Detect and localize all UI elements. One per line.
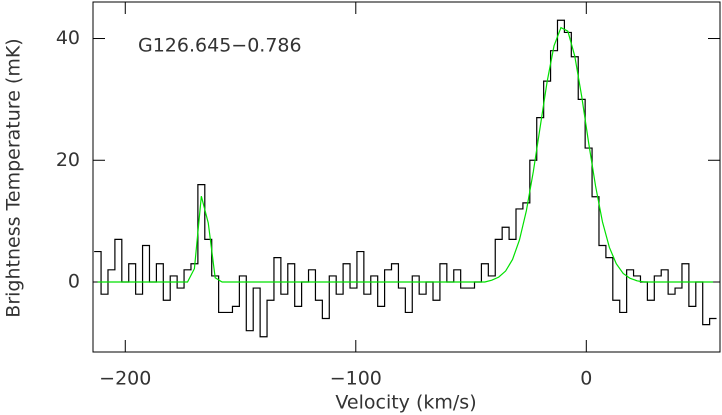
fit-line <box>97 26 714 283</box>
y-axis-title: Brightness Temperature (mK) <box>3 38 25 317</box>
y-tick-label: 40 <box>56 27 80 49</box>
x-tick-label: −200 <box>99 368 151 390</box>
spectrum <box>94 19 717 338</box>
plot-frame <box>92 1 721 353</box>
x-axis-title: Velocity (km/s) <box>335 392 476 414</box>
y-tick-label: 20 <box>56 149 80 171</box>
x-tick-label: 0 <box>580 368 592 390</box>
x-tick-label: −100 <box>330 368 382 390</box>
annotation: G126.645−0.786 <box>138 35 302 57</box>
y-tick-label: 0 <box>68 271 80 293</box>
